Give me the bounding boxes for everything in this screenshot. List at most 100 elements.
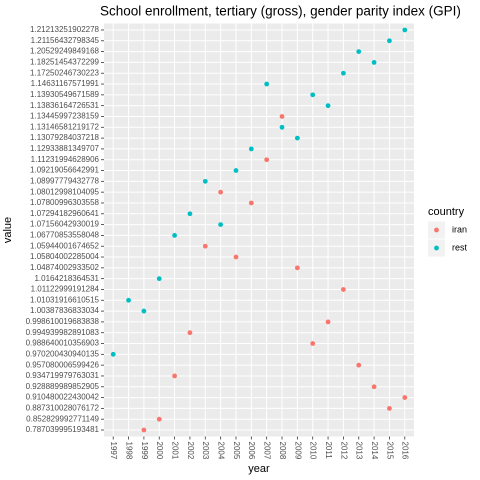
y-tick-label: 1.18251454372299 xyxy=(30,58,100,67)
point xyxy=(341,70,346,76)
y-tick-label: 1.09219056642991 xyxy=(30,166,100,175)
y-tick-label: 1.11231994628906 xyxy=(31,155,100,164)
x-tick-label: 2005 xyxy=(232,442,241,460)
y-tick-label: 1.13445997238159 xyxy=(30,112,100,121)
point xyxy=(248,200,254,206)
x-tick-label: 2000 xyxy=(155,442,164,460)
point xyxy=(264,157,270,163)
point xyxy=(371,60,377,65)
legend-title: country xyxy=(428,206,465,218)
x-tick-label: 2004 xyxy=(217,442,226,460)
y-tick-label: 1.13930549671589 xyxy=(30,90,100,99)
y-tick-label: 1.01122999191284 xyxy=(31,285,100,294)
y-tick-label: 1.05944001674652 xyxy=(30,241,100,250)
point xyxy=(325,103,331,109)
y-tick-label: 0.970200430940135 xyxy=(26,349,100,358)
y-tick-label: 1.0164218364531 xyxy=(34,274,99,283)
x-tick-label: 2012 xyxy=(339,442,348,460)
x-axis-title: year xyxy=(248,463,270,475)
x-tick-label: 2010 xyxy=(309,442,318,460)
point xyxy=(310,341,316,346)
y-tick-label: 1.13836164726531 xyxy=(30,101,100,110)
y-tick-label: 0.910480022430042 xyxy=(26,393,100,402)
chart-title: School enrollment, tertiary (gross), gen… xyxy=(100,4,461,19)
point xyxy=(233,168,239,173)
point xyxy=(325,319,331,325)
x-tick-label: 2001 xyxy=(170,442,179,460)
x-tick-label: 1998 xyxy=(124,442,133,460)
legend-label: iran xyxy=(452,224,467,234)
y-tick-label: 1.08012998104095 xyxy=(30,187,100,196)
x-tick-label: 2007 xyxy=(263,442,272,460)
y-tick-label: 1.05804002285004 xyxy=(30,252,100,261)
point xyxy=(294,265,300,271)
point xyxy=(279,114,285,119)
point xyxy=(402,27,408,33)
y-tick-label: 1.01031916610515 xyxy=(30,295,100,304)
x-tick-label: 2009 xyxy=(293,442,302,460)
point xyxy=(126,297,131,303)
x-tick-label: 2011 xyxy=(324,442,333,460)
y-tick-label: 1.21213251902278 xyxy=(30,25,100,34)
point xyxy=(141,427,147,433)
point xyxy=(218,222,224,227)
point xyxy=(156,276,162,282)
point xyxy=(187,211,193,217)
y-tick-label: 1.06770853558048 xyxy=(30,231,100,240)
y-tick-label: 1.12933881349707 xyxy=(30,144,100,153)
legend-marker xyxy=(434,245,439,251)
point xyxy=(233,254,239,260)
y-tick-label: 1.07294182960641 xyxy=(30,209,100,218)
point xyxy=(187,330,193,336)
y-tick-label: 1.14631167571991 xyxy=(31,79,100,88)
point xyxy=(141,308,147,314)
x-tick-label: 2008 xyxy=(278,442,287,460)
point xyxy=(264,81,270,87)
x-tick-label: 1997 xyxy=(109,442,118,460)
point xyxy=(387,38,392,44)
y-tick-label: 0.934719979763031 xyxy=(26,371,100,380)
point xyxy=(202,243,208,249)
point xyxy=(218,189,224,195)
y-axis-title: value xyxy=(2,217,14,243)
point xyxy=(279,124,285,130)
y-tick-label: 0.787039995193481 xyxy=(26,425,100,434)
y-tick-label: 1.04874002933502 xyxy=(30,263,100,272)
y-tick-label: 0.988640010356903 xyxy=(26,339,100,348)
y-tick-label: 1.00387836833034 xyxy=(30,306,100,315)
y-tick-label: 1.08997779432778 xyxy=(30,176,100,185)
x-tick-label: 2015 xyxy=(385,442,394,460)
x-tick-label: 1999 xyxy=(140,442,149,460)
point xyxy=(110,351,116,357)
x-tick-label: 2003 xyxy=(201,442,210,460)
legend-label: rest xyxy=(452,242,468,252)
y-tick-label: 0.957080006599426 xyxy=(26,360,100,369)
point xyxy=(371,384,377,390)
y-tick-label: 0.928889989852905 xyxy=(26,382,100,391)
x-tick-label: 2016 xyxy=(401,442,410,460)
legend-marker xyxy=(434,227,439,233)
x-tick-label: 2013 xyxy=(355,442,364,460)
y-tick-label: 1.20529249849168 xyxy=(30,47,100,56)
plot-background xyxy=(104,23,414,437)
point xyxy=(172,233,177,238)
y-tick-label: 0.994939982891083 xyxy=(26,328,100,337)
point xyxy=(310,92,316,98)
point xyxy=(402,395,408,400)
y-tick-label: 1.13079284037218 xyxy=(30,133,100,142)
y-tick-label: 0.887310028076172 xyxy=(26,403,100,412)
x-tick-label: 2014 xyxy=(370,442,379,460)
y-tick-label: 1.17250246730223 xyxy=(30,68,100,77)
point xyxy=(248,146,254,152)
y-tick-label: 1.21156432798345 xyxy=(31,36,100,45)
point xyxy=(156,416,162,422)
y-tick-label: 1.07156042930019 xyxy=(30,220,100,229)
point xyxy=(387,405,392,411)
y-tick-label: 1.13146581219172 xyxy=(30,122,100,131)
point xyxy=(172,373,177,379)
x-tick-label: 2002 xyxy=(186,442,195,460)
y-tick-label: 0.852829992771149 xyxy=(26,414,99,423)
point xyxy=(356,362,362,368)
point xyxy=(341,287,346,292)
